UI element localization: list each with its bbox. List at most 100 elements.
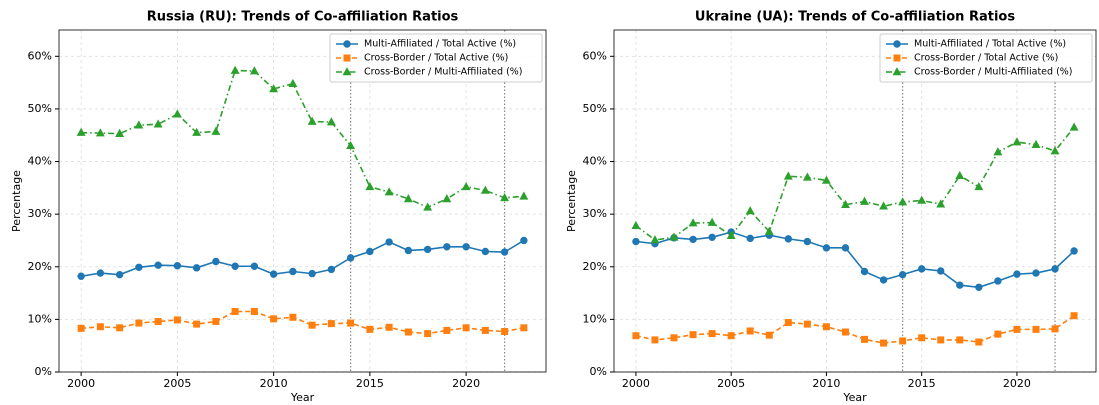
y-tick-label: 20%: [28, 260, 52, 273]
point: [880, 339, 888, 347]
point: [879, 276, 888, 284]
x-tick-label: 2005: [717, 377, 745, 390]
y-tick-label: 0%: [35, 365, 52, 378]
point: [270, 315, 278, 323]
point: [1013, 270, 1021, 278]
point: [841, 328, 849, 336]
point: [898, 197, 908, 206]
point: [994, 330, 1002, 338]
point: [861, 335, 869, 343]
x-tick-label: 2015: [356, 377, 384, 390]
point: [95, 128, 105, 137]
legend-marker: [893, 54, 901, 62]
point: [173, 262, 182, 270]
point: [784, 235, 793, 243]
x-tick-label: 2010: [812, 377, 840, 390]
series-line: [635, 315, 1075, 344]
point: [974, 181, 984, 191]
x-tick-label: 2020: [452, 377, 480, 390]
point: [115, 270, 124, 279]
y-tick-label: 50%: [28, 102, 52, 115]
point: [708, 233, 716, 242]
legend-marker: [343, 54, 351, 62]
point: [632, 237, 640, 246]
legend-marker: [343, 40, 351, 48]
point: [975, 283, 983, 291]
point: [307, 116, 317, 125]
point: [308, 269, 316, 278]
point: [326, 117, 336, 126]
point: [821, 175, 831, 184]
point: [154, 261, 162, 269]
y-axis-label: Percentage: [10, 170, 23, 232]
y-tick-label: 30%: [28, 207, 52, 220]
point: [899, 337, 907, 345]
point: [192, 127, 202, 136]
point: [975, 338, 983, 346]
point: [937, 267, 945, 275]
point: [860, 196, 869, 205]
point: [783, 171, 793, 180]
point: [76, 127, 86, 136]
point: [193, 320, 201, 328]
chart-title: Russia (RU): Trends of Co-affiliation Ra…: [147, 10, 459, 25]
point: [802, 172, 812, 181]
point: [172, 109, 182, 118]
point: [462, 243, 470, 251]
point: [212, 317, 220, 325]
y-tick-label: 50%: [583, 102, 607, 115]
series-line: [635, 126, 1075, 241]
x-tick-label: 2000: [622, 377, 650, 390]
point: [937, 336, 945, 344]
point: [726, 230, 736, 240]
series-line: [81, 239, 525, 278]
chart: 0% 10% 20% 30% 40% 50% 60% 2000 2005 2010 2015 2020…: [565, 10, 1097, 404]
point: [841, 199, 850, 208]
point: [669, 232, 679, 241]
point: [346, 254, 355, 262]
point: [632, 332, 640, 340]
point: [822, 244, 831, 252]
point: [1051, 325, 1059, 333]
point: [116, 324, 124, 332]
point: [423, 202, 433, 211]
point: [212, 257, 220, 266]
point: [955, 170, 965, 180]
point: [153, 119, 163, 128]
legend-label: Cross-Border / Multi-Affiliated (%): [364, 67, 523, 78]
point: [746, 234, 754, 243]
point: [1031, 139, 1041, 149]
legend-label: Cross-Border / Total Active (%): [364, 53, 508, 64]
legend-label: Cross-Border / Total Active (%): [914, 53, 1058, 64]
chart-title: Ukraine (UA): Trends of Co-affiliation R…: [695, 10, 1015, 25]
x-tick-label: 2020: [1003, 377, 1031, 390]
point: [135, 319, 143, 327]
x-tick-label: 2010: [260, 377, 288, 390]
point: [461, 181, 471, 191]
point: [480, 185, 490, 194]
point: [803, 237, 812, 246]
x-tick-label: 2015: [908, 377, 936, 390]
x-axis-label: Year: [842, 391, 867, 404]
legend-box: [879, 33, 1093, 83]
y-tick-label: 60%: [28, 49, 52, 62]
x-axis-label: Year: [290, 391, 315, 404]
point: [1050, 146, 1060, 155]
point: [443, 326, 451, 334]
point: [134, 120, 144, 129]
point: [520, 324, 528, 332]
point: [994, 277, 1002, 285]
point: [707, 217, 717, 226]
y-tick-label: 10%: [28, 312, 52, 325]
point: [917, 265, 926, 273]
point: [1013, 325, 1021, 333]
point: [689, 235, 697, 244]
point: [442, 194, 452, 203]
y-tick-label: 40%: [583, 155, 607, 168]
x-tick-label: 2000: [67, 377, 95, 390]
point: [689, 331, 697, 339]
point: [746, 327, 754, 335]
y-tick-label: 20%: [583, 260, 607, 273]
point: [501, 327, 509, 335]
point: [77, 324, 85, 332]
